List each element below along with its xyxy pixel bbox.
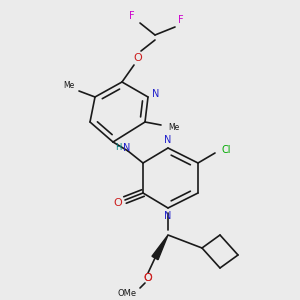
- Text: F: F: [129, 11, 135, 21]
- Text: F: F: [178, 15, 184, 25]
- Polygon shape: [152, 235, 168, 260]
- Text: N: N: [164, 211, 172, 221]
- Text: N: N: [123, 143, 131, 153]
- Text: N: N: [164, 135, 172, 145]
- Text: O: O: [134, 53, 142, 63]
- Text: Cl: Cl: [221, 145, 231, 155]
- Text: O: O: [144, 273, 152, 283]
- Text: Me: Me: [63, 80, 75, 89]
- Text: Me: Me: [168, 124, 180, 133]
- Text: O: O: [114, 198, 122, 208]
- Text: OMe: OMe: [117, 289, 136, 298]
- Text: O: O: [144, 273, 152, 283]
- Text: H: H: [115, 143, 121, 152]
- Text: N: N: [152, 89, 160, 99]
